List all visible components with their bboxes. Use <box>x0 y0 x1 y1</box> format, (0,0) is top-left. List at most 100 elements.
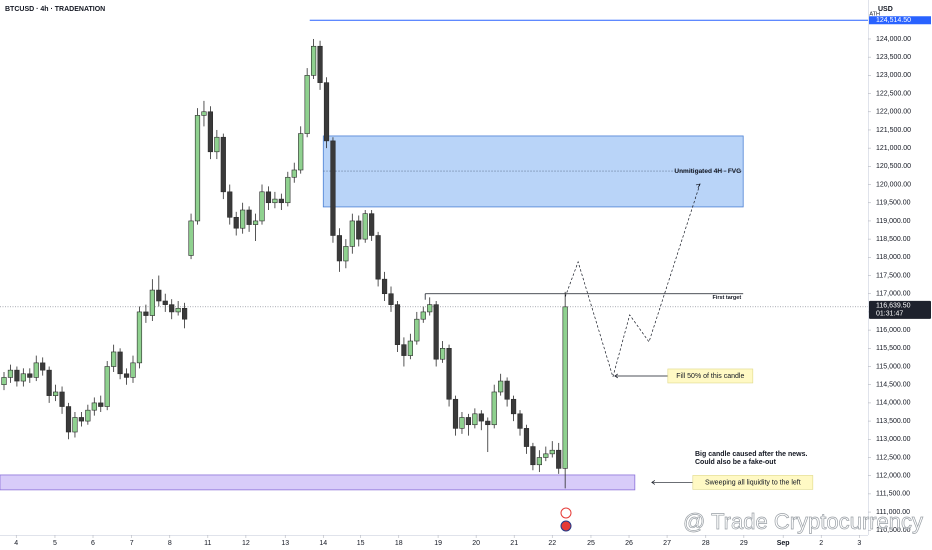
fill-note-box <box>667 368 754 384</box>
candle-body <box>240 209 246 229</box>
candle-body <box>459 417 465 429</box>
candle-body <box>298 133 304 171</box>
candle-body <box>175 307 181 313</box>
candle-body <box>446 348 452 400</box>
fill-arrowhead <box>614 373 619 379</box>
candle-body <box>523 428 530 447</box>
candle-body <box>304 75 310 134</box>
candle-body <box>323 82 330 142</box>
fill-note: Fill 50% of this candle <box>676 373 744 380</box>
liquidity-zone <box>0 474 636 491</box>
y-tick-label: 124,000.00 <box>876 36 911 43</box>
news-note: Big candle caused after the news. <box>695 451 807 458</box>
candle-body <box>472 413 478 426</box>
y-tick-label: 114,000.00 <box>876 400 911 407</box>
candle-body <box>562 306 568 469</box>
projection-arrowhead <box>695 183 701 189</box>
candle-body <box>169 304 175 313</box>
candle-body <box>65 406 72 433</box>
candle-body <box>536 457 542 466</box>
candle-body <box>452 398 459 429</box>
ath-price-label: 124,514.50 <box>876 17 911 24</box>
x-tick-label: Sep <box>777 540 790 547</box>
y-tick-label: 123,500.00 <box>876 54 911 61</box>
candle-body <box>401 344 407 356</box>
candle-body <box>33 362 39 378</box>
event-icons <box>560 507 572 532</box>
candle-body <box>130 362 136 378</box>
y-tick-label: 120,500.00 <box>876 163 911 170</box>
event-icon <box>560 520 572 532</box>
y-tick-label: 112,000.00 <box>876 473 911 480</box>
candle-body <box>117 351 123 375</box>
y-tick-label: 123,000.00 <box>876 72 911 79</box>
y-tick-label: 114,500.00 <box>876 382 911 389</box>
x-tick-label: 8 <box>168 540 172 547</box>
projection-path <box>564 183 701 379</box>
candle-body <box>517 413 523 429</box>
candle-body <box>227 191 233 218</box>
candle-body <box>491 391 497 426</box>
y-tick-label: 122,500.00 <box>876 90 911 97</box>
candle-body <box>543 453 549 458</box>
candle-body <box>556 449 562 469</box>
candle-body <box>46 369 52 396</box>
y-tick-label: 111,000.00 <box>876 509 910 516</box>
y-tick-label: 115,000.00 <box>876 363 911 370</box>
candle-body <box>85 409 91 422</box>
x-tick-label: 28 <box>702 540 710 547</box>
x-tick-label: 7 <box>130 540 134 547</box>
candle-body <box>149 289 155 316</box>
candle-body <box>188 220 194 256</box>
x-tick-label: 5 <box>53 540 57 547</box>
x-tick-label: 27 <box>663 540 671 547</box>
candle-body <box>549 449 555 455</box>
fvg-zone <box>322 135 744 208</box>
currency: USD <box>878 6 893 13</box>
candle-body <box>343 246 349 262</box>
candle-body <box>336 235 343 262</box>
candle-body <box>259 191 265 222</box>
candle-body <box>291 169 297 178</box>
x-tick-label: 18 <box>395 540 403 547</box>
y-tick-label: 113,000.00 <box>876 436 911 443</box>
candle-body <box>72 417 78 433</box>
y-tick-label: 115,500.00 <box>876 345 911 352</box>
candle-body <box>330 140 336 236</box>
candle-body <box>433 304 439 360</box>
x-tick-label: 4 <box>14 540 18 547</box>
candle-body <box>194 115 201 222</box>
x-tick-label: 22 <box>548 540 556 547</box>
candle-body <box>104 366 110 407</box>
y-tick-label: 120,000.00 <box>876 181 911 188</box>
candle-body <box>510 398 517 415</box>
candle-body <box>504 380 510 400</box>
event-icon <box>560 507 572 519</box>
watermark: @ Trade Cryptocurrency <box>683 509 923 534</box>
y-tick-label: 117,000.00 <box>876 291 911 298</box>
x-tick-label: 3 <box>857 540 861 547</box>
x-tick-label: 14 <box>319 540 327 547</box>
x-tick-label: 11 <box>204 540 211 547</box>
candle-body <box>233 216 239 229</box>
candle-body <box>317 45 323 83</box>
x-tick-label: 19 <box>434 540 442 547</box>
candle-body <box>7 369 14 378</box>
candle-body <box>59 391 65 407</box>
candle-body <box>252 220 259 225</box>
candle-body <box>1 377 7 386</box>
candle-body <box>20 373 26 382</box>
candle-body <box>265 191 272 204</box>
target-label: First target <box>712 295 741 301</box>
current-price-box <box>869 300 931 319</box>
y-tick-label: 118,000.00 <box>876 254 911 261</box>
candle-body <box>156 289 162 302</box>
y-tick-label: 122,000.00 <box>876 109 911 116</box>
candle-body <box>182 307 188 320</box>
candle-body <box>478 413 484 422</box>
x-tick-label: 12 <box>242 540 250 547</box>
candle-body <box>53 391 59 396</box>
